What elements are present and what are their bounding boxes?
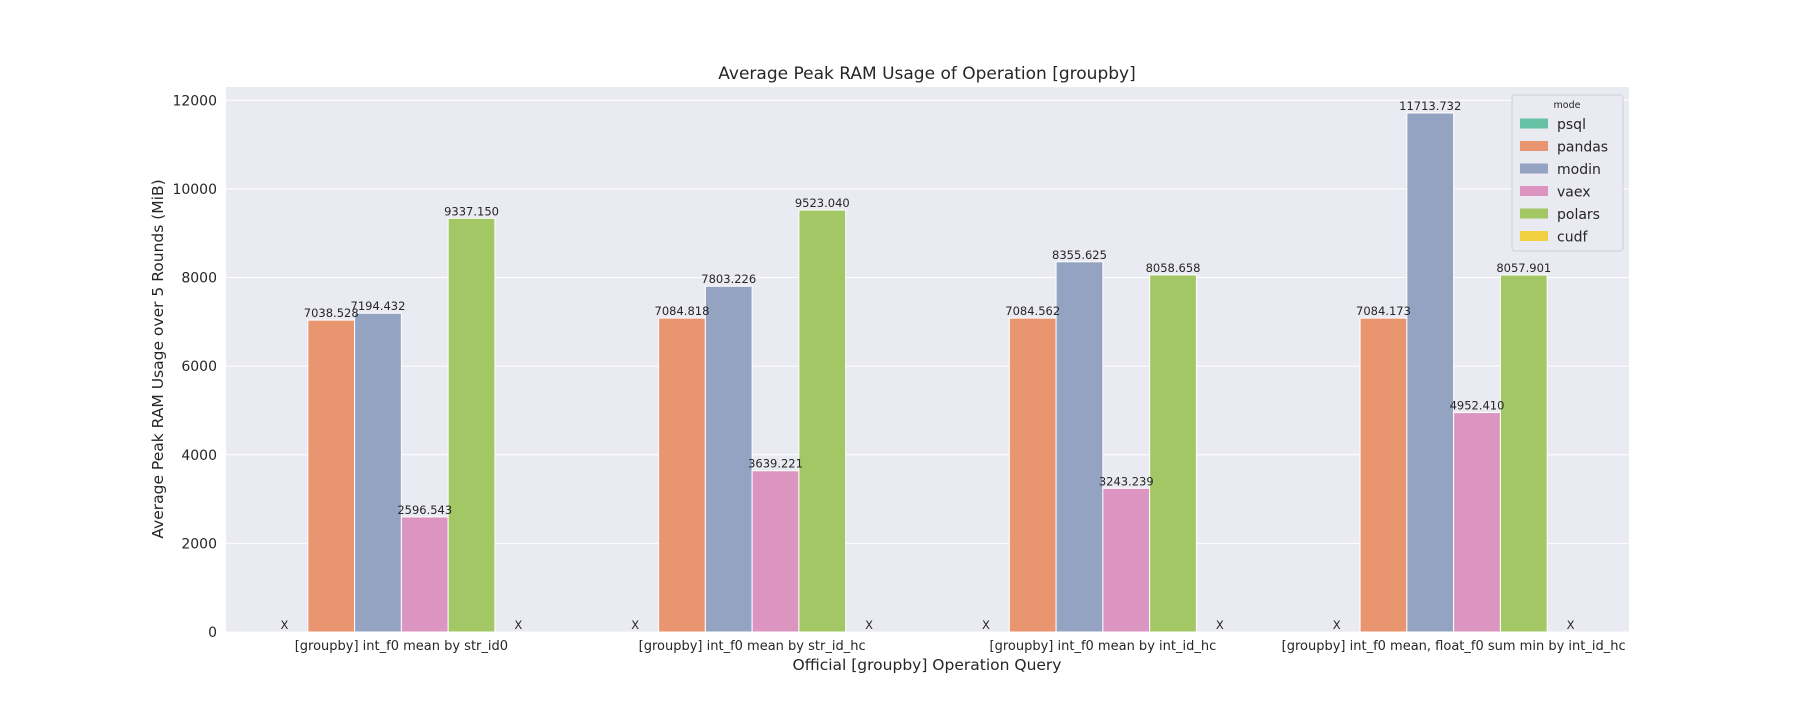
x-tick-label: [groupby] int_f0 mean by str_id0 (295, 639, 508, 654)
chart-title: Average Peak RAM Usage of Operation [gro… (718, 64, 1135, 84)
missing-value-marker: X (1567, 618, 1575, 632)
legend-swatch-pandas (1520, 141, 1548, 151)
bar-vaex (1102, 487, 1151, 633)
y-axis-label: Average Peak RAM Usage over 5 Rounds (Mi… (149, 179, 167, 538)
data-label: 8057.901 (1496, 261, 1551, 275)
x-tick-label: [groupby] int_f0 mean, float_f0 sum min … (1282, 639, 1626, 654)
x-axis-ticks: [groupby] int_f0 mean by str_id0 [groupby… (295, 639, 1626, 654)
bar-polars (447, 217, 496, 633)
data-label: 9337.150 (444, 204, 499, 218)
bar-polars (1499, 274, 1548, 633)
data-label: 7038.528 (304, 306, 359, 320)
missing-value-marker: X (865, 618, 873, 632)
legend-label-cudf: cudf (1557, 230, 1588, 246)
legend-label-polars: polars (1557, 207, 1600, 223)
bar-modin (1406, 112, 1455, 633)
data-label: 7084.818 (655, 304, 710, 318)
data-label: 7084.562 (1005, 304, 1060, 318)
y-tick-label: 4000 (181, 448, 217, 464)
x-tick-label: [groupby] int_f0 mean by str_id_hc (639, 639, 866, 654)
y-tick-label: 8000 (181, 271, 217, 287)
bar-modin (354, 312, 402, 633)
data-label: 9523.040 (795, 196, 850, 210)
y-axis-ticks: 0 2000 4000 6000 8000 10000 12000 (172, 93, 217, 641)
bar-pandas (1359, 317, 1408, 633)
legend-swatch-vaex (1520, 186, 1548, 196)
legend-label-vaex: vaex (1557, 185, 1591, 201)
missing-value-marker: X (514, 618, 522, 632)
data-label: 7084.173 (1356, 304, 1411, 318)
legend-swatch-psql (1520, 118, 1548, 129)
data-label: 7194.432 (351, 299, 406, 313)
missing-value-marker: X (982, 618, 990, 632)
missing-value-marker: X (1216, 618, 1224, 632)
legend-label-pandas: pandas (1557, 140, 1608, 156)
bar-vaex (1453, 412, 1501, 633)
bar-pandas (1008, 317, 1057, 633)
bar-pandas (307, 319, 356, 633)
missing-value-marker: X (281, 618, 289, 632)
y-tick-label: 0 (208, 625, 217, 641)
data-label: 2596.543 (397, 503, 452, 517)
missing-value-marker: X (631, 618, 639, 632)
data-label: 7803.226 (701, 272, 756, 286)
x-tick-label: [groupby] int_f0 mean by int_id_hc (990, 639, 1217, 654)
legend-label-psql: psql (1557, 117, 1586, 133)
legend-swatch-polars (1520, 208, 1548, 219)
data-label: 4952.410 (1450, 399, 1505, 413)
y-tick-label: 2000 (181, 536, 217, 552)
y-tick-label: 10000 (172, 182, 217, 198)
legend-swatch-cudf (1520, 231, 1548, 241)
data-label: 8058.658 (1146, 261, 1201, 275)
data-label: 3243.239 (1099, 474, 1154, 488)
x-axis-label: Official [groupby] Operation Query (793, 656, 1062, 674)
bar-vaex (400, 516, 449, 633)
data-label: 3639.221 (748, 457, 803, 471)
legend-label-modin: modin (1557, 162, 1601, 178)
legend-items: psql pandas modin vaex polars cudf (1520, 117, 1608, 246)
bar-pandas (658, 317, 706, 633)
bar-polars (798, 209, 847, 633)
bar-polars (1149, 274, 1197, 633)
bar-modin (704, 285, 753, 633)
bars-group (307, 112, 1548, 633)
data-label: 8355.625 (1052, 248, 1107, 262)
data-label: 11713.732 (1399, 99, 1461, 113)
y-tick-label: 12000 (172, 93, 217, 109)
legend-swatch-modin (1520, 163, 1548, 174)
legend: mode psql pandas modin vaex polars cudf (1511, 94, 1624, 252)
legend-title: mode (1554, 100, 1581, 111)
y-tick-label: 6000 (181, 359, 217, 375)
missing-value-marker: X (1333, 618, 1341, 632)
bar-vaex (751, 470, 800, 633)
bar-modin (1055, 261, 1104, 633)
